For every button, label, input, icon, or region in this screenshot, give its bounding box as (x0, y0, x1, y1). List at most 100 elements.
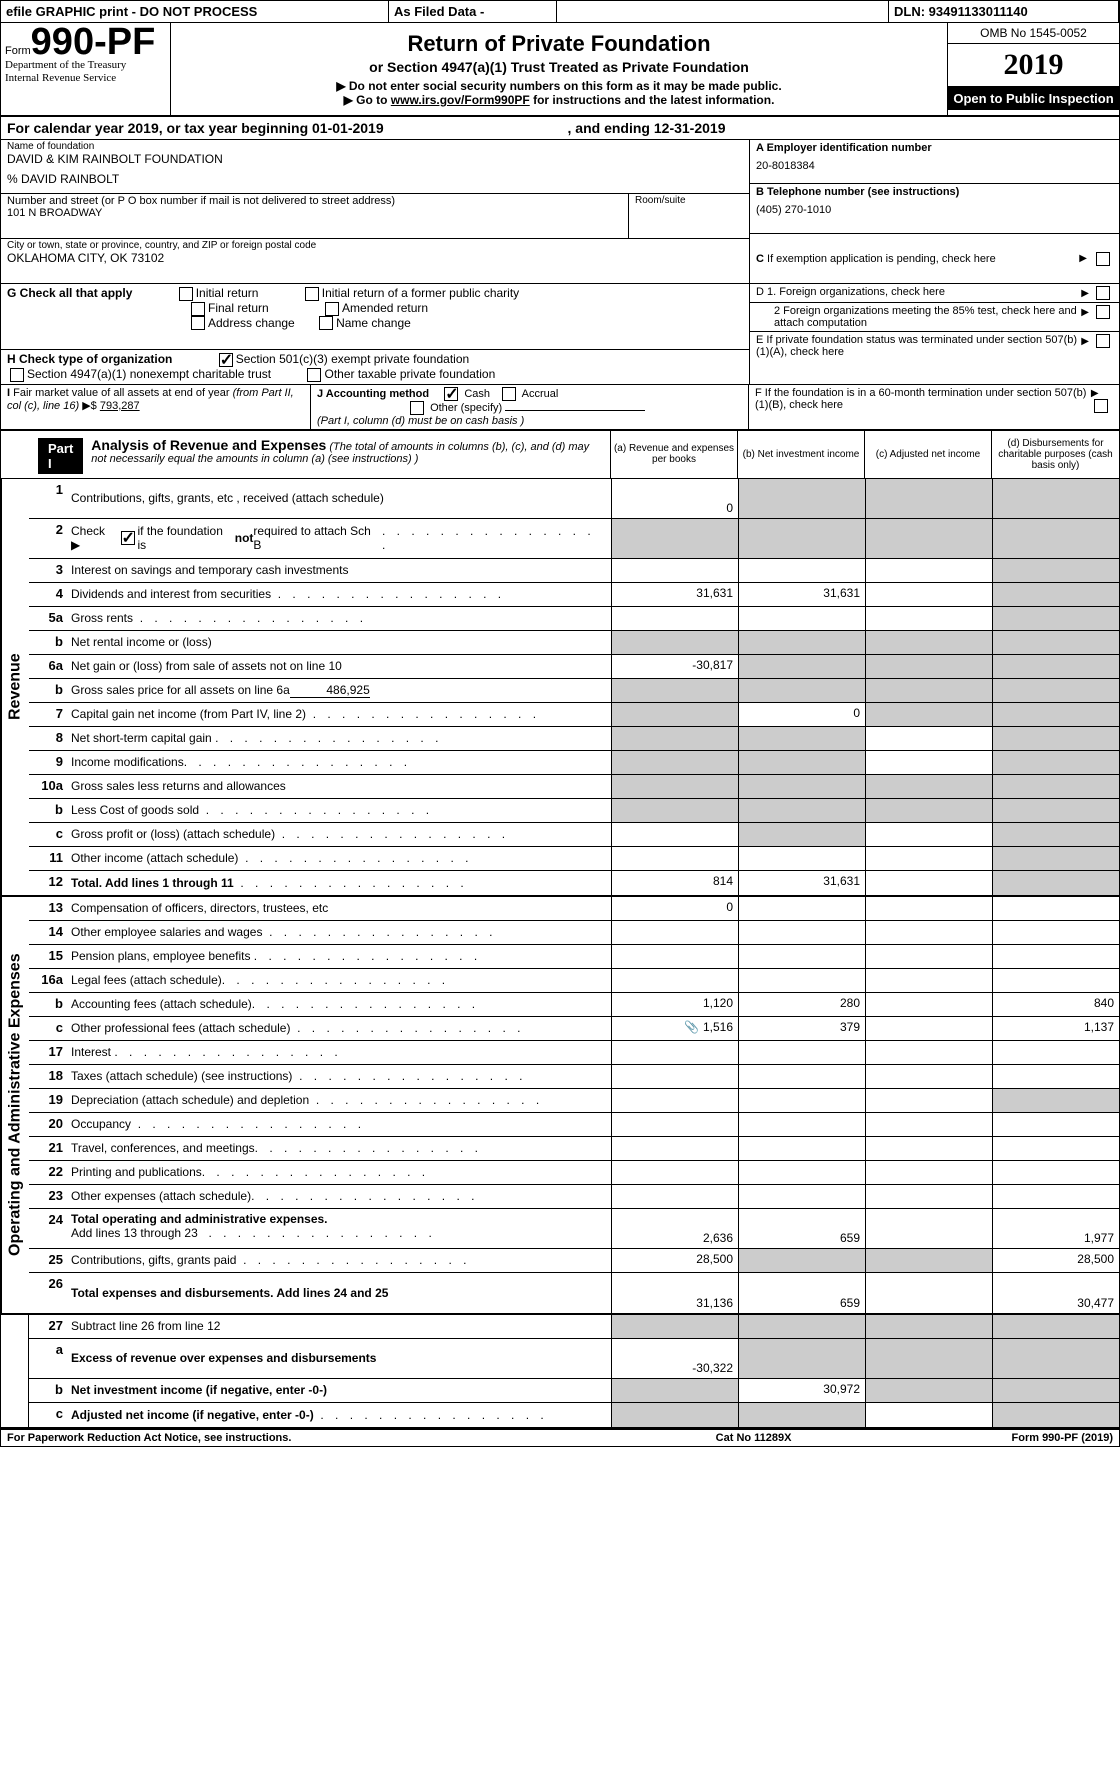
efile-label: efile GRAPHIC print - DO NOT PROCESS (1, 1, 389, 22)
cell-16bb: 280 (738, 993, 865, 1016)
cell-16ba: 1,120 (611, 993, 738, 1016)
row-7: Capital gain net income (from Part IV, l… (69, 703, 611, 726)
form-page: efile GRAPHIC print - DO NOT PROCESS As … (0, 0, 1120, 1447)
row-5a: Gross rents (69, 607, 611, 630)
g-right: D 1. Foreign organizations, check here▶ … (749, 284, 1119, 384)
cell-26a: 31,136 (611, 1273, 738, 1313)
j-other: Other (specify) (430, 402, 502, 414)
checkbox-cash[interactable] (444, 387, 458, 401)
cell-1a: 0 (611, 479, 738, 518)
row-10a: Gross sales less returns and allowances (69, 775, 611, 798)
cell-16cd: 1,137 (992, 1017, 1119, 1040)
expenses-label: Operating and Administrative Expenses (1, 897, 29, 1313)
checkbox-f[interactable] (1094, 399, 1108, 413)
row-11: Other income (attach schedule) (69, 847, 611, 870)
row-21: Travel, conferences, and meetings (69, 1137, 611, 1160)
top-bar: efile GRAPHIC print - DO NOT PROCESS As … (1, 1, 1119, 23)
i-block: I Fair market value of all assets at end… (1, 385, 311, 429)
cell-27bb: 30,972 (738, 1379, 865, 1402)
checkbox-schb[interactable] (121, 531, 135, 545)
header-section: Form990-PF Department of the Treasury In… (1, 23, 1119, 117)
row-16c: Other professional fees (attach schedule… (69, 1017, 611, 1040)
note2: ▶ Go to www.irs.gov/Form990PF for instru… (177, 93, 941, 107)
checkbox-d2[interactable] (1096, 305, 1110, 319)
header-right: OMB No 1545-0052 2019 Open to Public Ins… (947, 23, 1119, 115)
cal-b: 01-01-2019 (312, 120, 384, 136)
row-19: Depreciation (attach schedule) and deple… (69, 1089, 611, 1112)
omb-label: OMB No 1545-0052 (948, 23, 1119, 44)
h-opt1: Section 501(c)(3) exempt private foundat… (236, 352, 469, 366)
col-a-head: (a) Revenue and expenses per books (611, 431, 738, 478)
row-5b: Net rental income or (loss) (69, 631, 611, 654)
expenses-section: Operating and Administrative Expenses 13… (1, 897, 1119, 1315)
row-1: Contributions, gifts, grants, etc , rece… (69, 479, 611, 518)
name-block: Name of foundation DAVID & KIM RAINBOLT … (1, 140, 1119, 284)
checkbox-name[interactable] (319, 316, 333, 330)
note1: ▶ Do not enter social security numbers o… (177, 79, 941, 93)
part1-title: Analysis of Revenue and Expenses (91, 437, 326, 453)
cell-25d: 28,500 (992, 1249, 1119, 1272)
row-14: Other employee salaries and wages (69, 921, 611, 944)
cell-12b: 31,631 (738, 871, 865, 895)
col-c-head: (c) Adjusted net income (865, 431, 992, 478)
inspection-label: Open to Public Inspection (948, 87, 1119, 110)
c-label: If exemption application is pending, che… (767, 253, 996, 265)
checkbox-c[interactable] (1096, 252, 1110, 266)
row-22: Printing and publications (69, 1161, 611, 1184)
checkbox-d1[interactable] (1096, 286, 1110, 300)
checkbox-accrual[interactable] (502, 387, 516, 401)
cell-4b: 31,631 (738, 583, 865, 606)
checkbox-e[interactable] (1096, 334, 1110, 348)
footer-left: For Paperwork Reduction Act Notice, see … (7, 1432, 291, 1444)
j-label: J Accounting method (317, 388, 429, 400)
g-left: G Check all that apply Initial return In… (1, 284, 749, 384)
g-section: G Check all that apply Initial return In… (1, 284, 1119, 385)
row-27a: Excess of revenue over expenses and disb… (69, 1339, 611, 1378)
tel-label: B Telephone number (see instructions) (756, 186, 959, 198)
cell-16cb: 379 (738, 1017, 865, 1040)
revenue-label: Revenue (1, 479, 29, 895)
header-center: Return of Private Foundation or Section … (171, 23, 947, 115)
irs-link[interactable]: www.irs.gov/Form990PF (391, 93, 530, 107)
name-right: A Employer identification number 20-8018… (749, 140, 1119, 283)
e-label: E If private foundation status was termi… (756, 334, 1081, 358)
calendar-year-row: For calendar year 2019, or tax year begi… (1, 117, 1119, 140)
j-cash: Cash (464, 388, 490, 400)
checkbox-4947[interactable] (10, 368, 24, 382)
cell-24d: 1,977 (992, 1209, 1119, 1248)
g-label: G Check all that apply (7, 286, 132, 300)
cell-16bd: 840 (992, 993, 1119, 1016)
form-word: Form (5, 45, 31, 57)
attachment-icon[interactable]: 📎 (684, 1020, 699, 1034)
row-20: Occupancy (69, 1113, 611, 1136)
j-accrual: Accrual (522, 388, 559, 400)
part1-label: Part I (38, 438, 83, 474)
d1-label: D 1. Foreign organizations, check here (756, 286, 945, 298)
top-spacer (557, 1, 889, 22)
addr-value: 101 N BROADWAY (7, 207, 622, 219)
d2-label: 2 Foreign organizations meeting the 85% … (774, 305, 1081, 329)
care-of: % DAVID RAINBOLT (7, 172, 743, 186)
checkbox-other[interactable] (410, 401, 424, 415)
arrow-icon: ▶ (1079, 253, 1087, 264)
row-6a: Net gain or (loss) from sale of assets n… (69, 655, 611, 678)
ein-label: A Employer identification number (756, 142, 932, 154)
cell-24b: 659 (738, 1209, 865, 1248)
j-note: (Part I, column (d) must be on cash basi… (317, 415, 524, 427)
cell-7b: 0 (738, 703, 865, 726)
row-27c: Adjusted net income (if negative, enter … (69, 1403, 611, 1427)
h-opt2: Section 4947(a)(1) nonexempt charitable … (27, 367, 271, 381)
cal-c: , and ending (568, 120, 654, 136)
checkbox-amended[interactable] (325, 302, 339, 316)
checkbox-initial[interactable] (179, 287, 193, 301)
val-6b: 486,925 (290, 683, 370, 698)
checkbox-other-tax[interactable] (307, 368, 321, 382)
row-2: Check ▶ if the foundation is not require… (69, 519, 611, 558)
checkbox-final[interactable] (191, 302, 205, 316)
checkbox-initial-former[interactable] (305, 287, 319, 301)
cell-27a: -30,322 (611, 1339, 738, 1378)
row-16a: Legal fees (attach schedule) (69, 969, 611, 992)
checkbox-501c3[interactable] (219, 353, 233, 367)
checkbox-address[interactable] (191, 316, 205, 330)
arrow-icon: ▶ (1081, 288, 1089, 299)
